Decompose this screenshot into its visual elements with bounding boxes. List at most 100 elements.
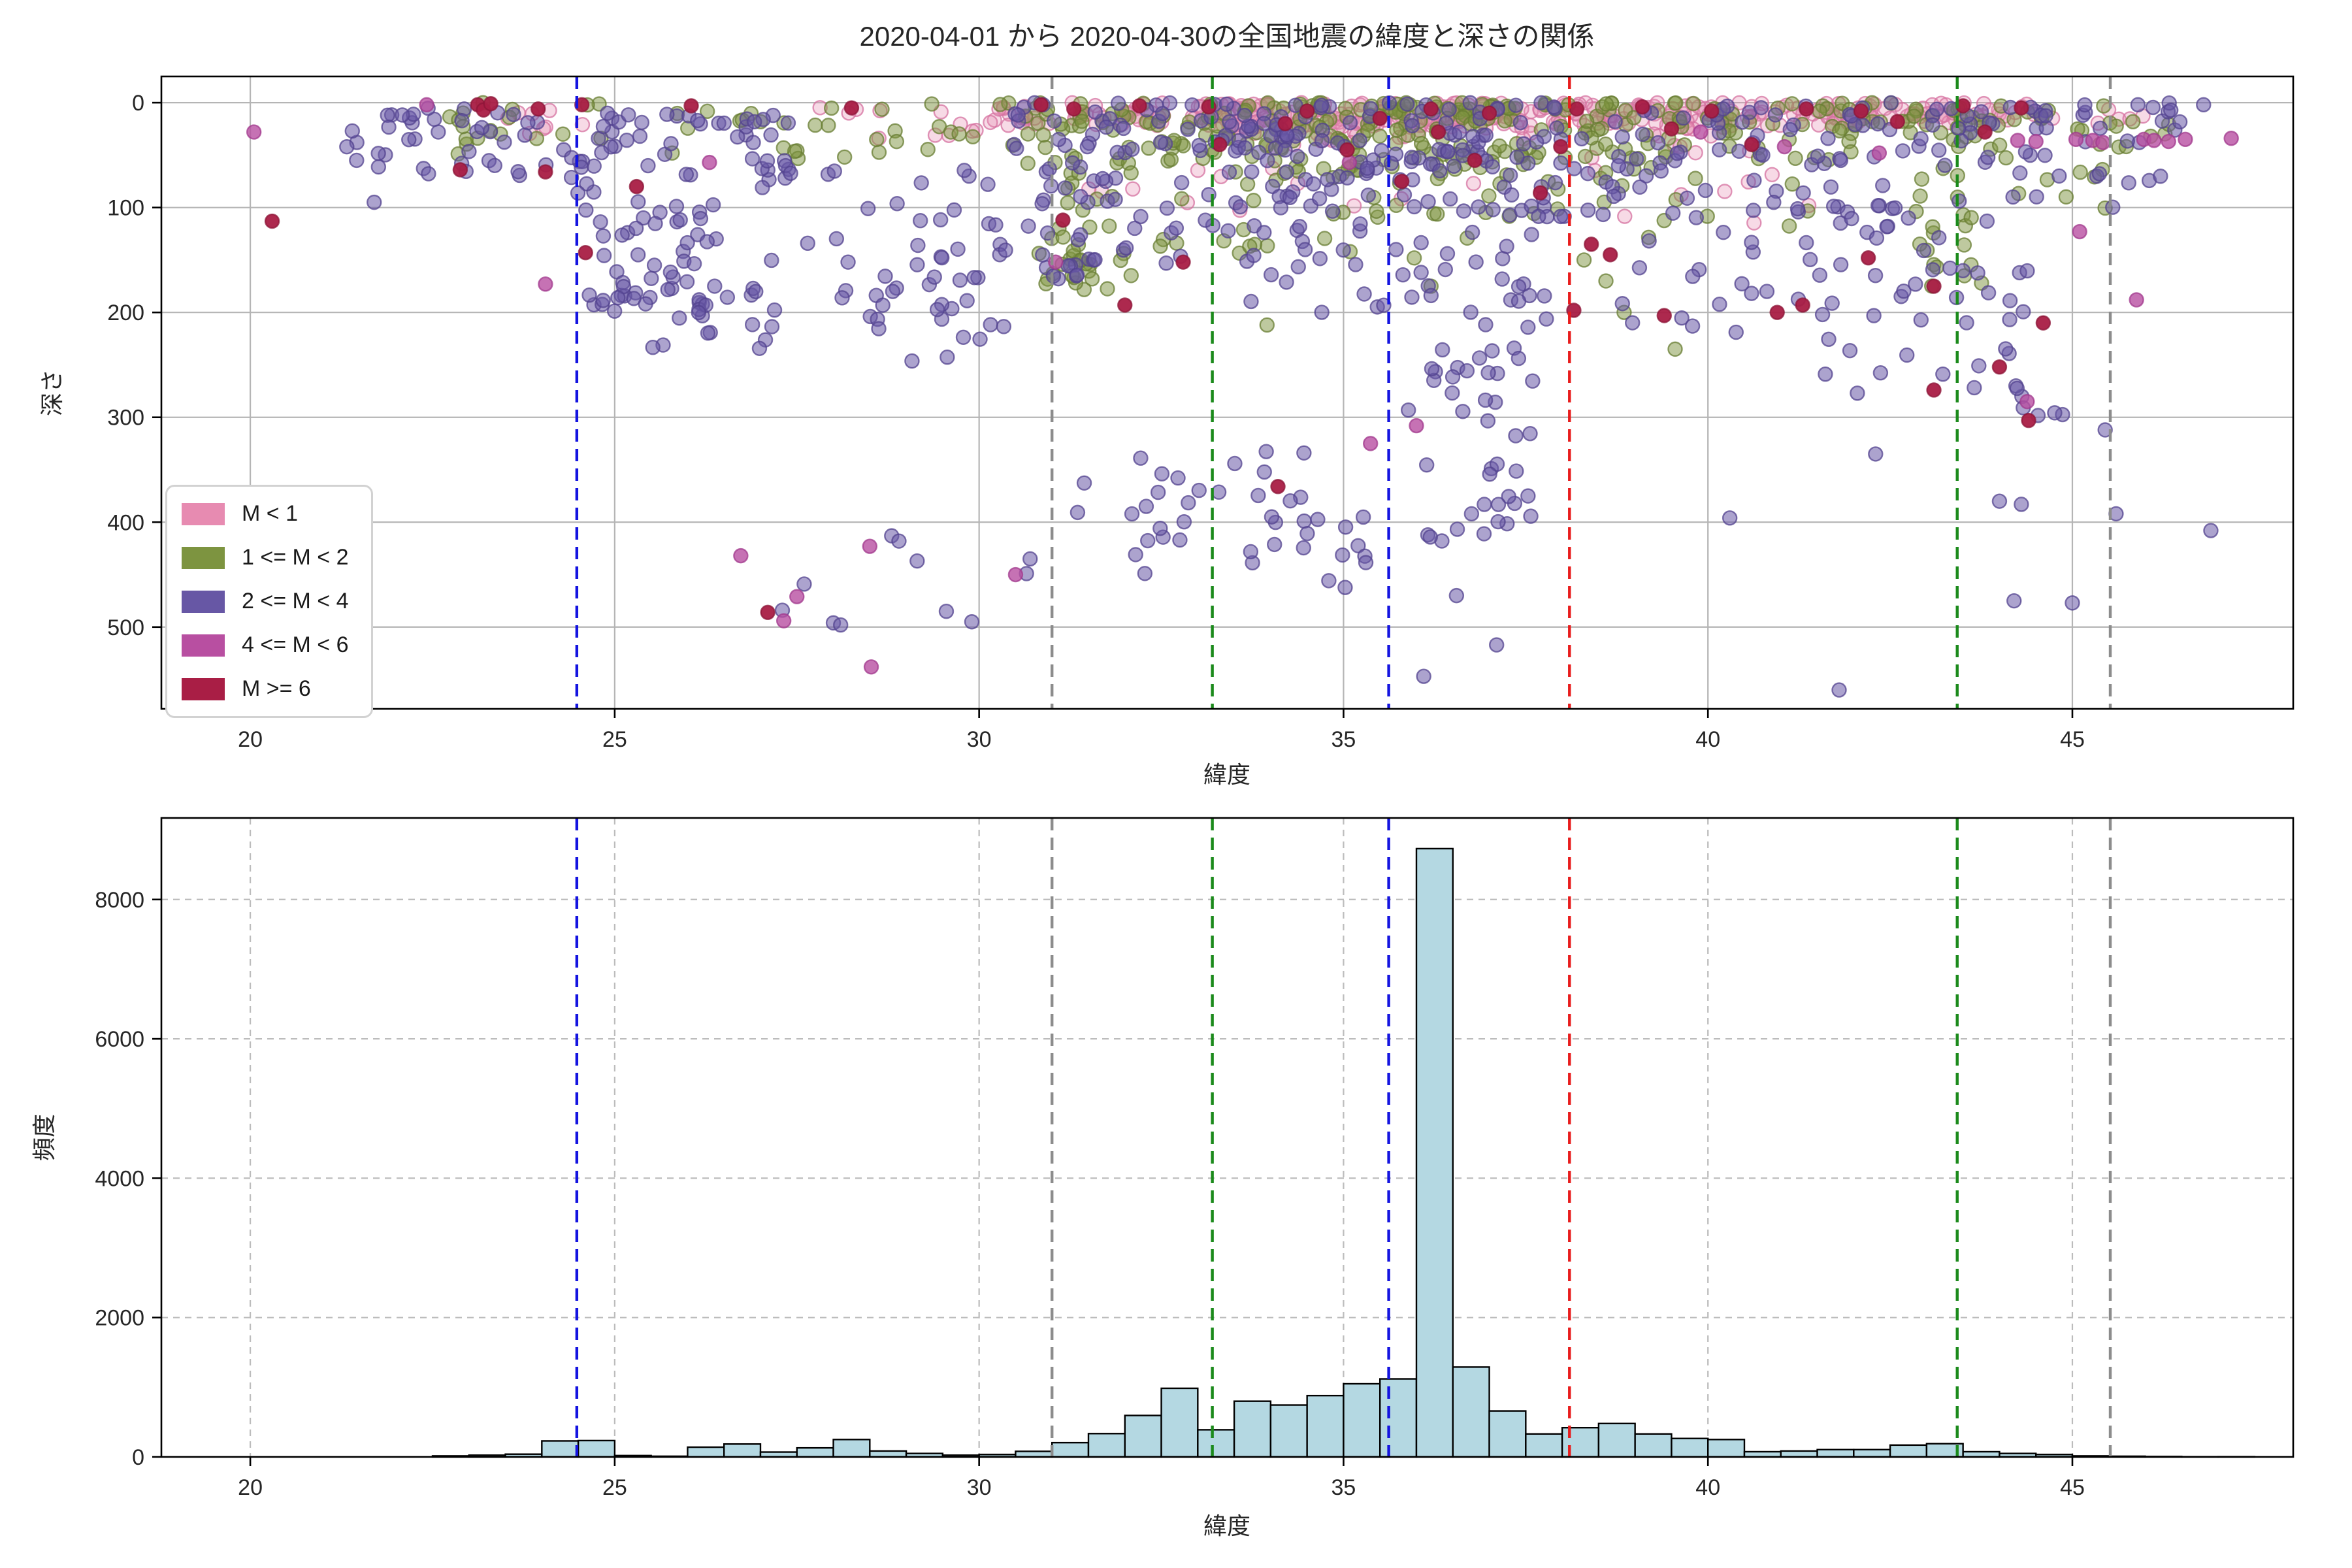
- histogram-bar: [1087, 1433, 1126, 1458]
- scatter-point-m6: [1744, 137, 1759, 153]
- scatter-point-m2: [370, 159, 387, 175]
- scatter-point-m2: [1290, 259, 1306, 275]
- scatter-point-m2: [1735, 114, 1750, 130]
- scatter-point-m2: [1440, 144, 1456, 160]
- scatter-point-m1: [924, 96, 939, 112]
- scatter-point-m2: [1842, 342, 1858, 359]
- scatter-point-m2: [1580, 202, 1596, 218]
- scatter-point-m2: [595, 228, 612, 244]
- legend-entry: 1 <= M < 2: [182, 545, 349, 570]
- scatter-point-m2: [686, 255, 702, 272]
- scatter-point-m2: [1471, 199, 1486, 215]
- legend-label: 4 <= M < 6: [242, 632, 349, 657]
- scatter-point-m2: [1531, 208, 1546, 224]
- scatter-point-m4: [2095, 135, 2111, 150]
- scatter-point-m2: [1337, 580, 1353, 595]
- scatter-point-m2: [1523, 508, 1539, 524]
- scatter-point-m2: [367, 194, 382, 210]
- scatter-point-m2: [1980, 150, 1996, 165]
- histogram-bar: [1597, 1422, 1636, 1458]
- scatter-point-m1: [1843, 144, 1859, 160]
- scatter-class-m6: [264, 96, 2051, 621]
- scatter-point-m2: [690, 112, 706, 129]
- scatter-point-m2: [964, 614, 980, 630]
- scatter-point-m2: [1631, 260, 1648, 276]
- scatter-point-m2: [983, 317, 998, 333]
- scatter-point-m2: [1079, 139, 1096, 155]
- scatter-point-m2: [716, 115, 732, 131]
- scatter-point-m2: [1494, 271, 1510, 287]
- y-tick-label: 100: [107, 196, 144, 221]
- scatter-point-m2: [1883, 95, 1899, 110]
- scatter-point-m6: [1584, 237, 1599, 252]
- scatter-point-m2: [1831, 682, 1847, 698]
- scatter-point-m1: [1784, 176, 1800, 192]
- scatter-point-m2: [1168, 220, 1184, 236]
- scatter-point-m1: [836, 149, 853, 165]
- scatter-point-m2: [1887, 200, 1903, 216]
- scatter-point-m1: [823, 100, 840, 116]
- scatter-point-m2: [2163, 102, 2179, 118]
- scatter-point-m1: [787, 143, 803, 159]
- scatter-point-m2: [909, 553, 925, 569]
- scatter-point-m2: [1979, 213, 1995, 229]
- scatter-point-m2: [1399, 96, 1415, 112]
- scatter-point-m2: [1901, 210, 1916, 226]
- histogram-xlabel: 緯度: [1203, 1512, 1250, 1539]
- scatter-point-m2: [1176, 514, 1192, 530]
- scatter-point-m1: [920, 142, 936, 157]
- scatter-point-m2: [1812, 267, 1828, 283]
- scatter-point-m2: [1537, 288, 1552, 304]
- scatter-point-m2: [596, 248, 612, 263]
- scatter-point-m2: [840, 254, 856, 270]
- scatter-point-m2: [1173, 174, 1190, 191]
- scatter-point-m4: [2178, 131, 2193, 148]
- scatter-point-m6: [1977, 124, 1993, 140]
- scatter-point-m6: [1860, 250, 1876, 266]
- histogram-bar: [869, 1450, 907, 1458]
- histogram-bar: [1379, 1378, 1418, 1458]
- scatter-point-m2: [2038, 108, 2053, 123]
- scatter-point-m2: [1942, 260, 1958, 276]
- scatter-point-m1: [965, 129, 981, 145]
- scatter-point-m2: [621, 107, 636, 123]
- scatter-point-m6: [1339, 142, 1355, 158]
- scatter-point-m6: [574, 97, 590, 113]
- scatter-point-m2: [1759, 284, 1775, 299]
- scatter-point-m2: [1789, 201, 1806, 217]
- scatter-point-m2: [1931, 230, 1947, 246]
- x-tick-label: 40: [1695, 727, 1720, 752]
- scatter-point-m1: [808, 117, 823, 133]
- scatter-point-m2: [909, 257, 925, 272]
- scatter-point-m4: [2028, 133, 2044, 150]
- scatter-point-m2: [1310, 512, 1326, 527]
- scatter-point-m1: [1259, 317, 1275, 333]
- scatter-point-m1: [1369, 203, 1384, 219]
- histogram-bar: [541, 1440, 580, 1458]
- scatter-point-m2: [1009, 140, 1024, 156]
- scatter-point-m2: [1416, 668, 1431, 684]
- scatter-point-m4: [2068, 131, 2084, 148]
- scatter-point-m6: [1372, 110, 1388, 126]
- legend-label: 1 <= M < 2: [242, 545, 349, 570]
- scatter-point-m2: [1908, 276, 1923, 292]
- scatter-point-m2: [668, 199, 685, 214]
- scatter-point-m1: [2058, 189, 2074, 205]
- scatter-point-m6: [264, 213, 280, 229]
- scatter-point-m6: [1423, 101, 1439, 117]
- scatter-point-m2: [745, 135, 761, 150]
- scatter-point-m6: [1663, 121, 1680, 137]
- scatter-point-m2: [980, 176, 996, 192]
- scatter-point-m2: [763, 127, 779, 143]
- y-tick-label: 300: [107, 406, 144, 431]
- histogram-bar: [1488, 1410, 1527, 1458]
- scatter-point-m1: [1598, 96, 1614, 112]
- scatter-point-m2: [1405, 118, 1420, 134]
- scatter-point-m2: [506, 106, 521, 123]
- scatter-point-m2: [630, 247, 646, 263]
- scatter-point-m2: [1227, 455, 1243, 472]
- x-tick-label: 45: [2060, 1475, 2085, 1500]
- scatter-point-m2: [1363, 101, 1379, 116]
- scatter-point-m2: [998, 242, 1013, 258]
